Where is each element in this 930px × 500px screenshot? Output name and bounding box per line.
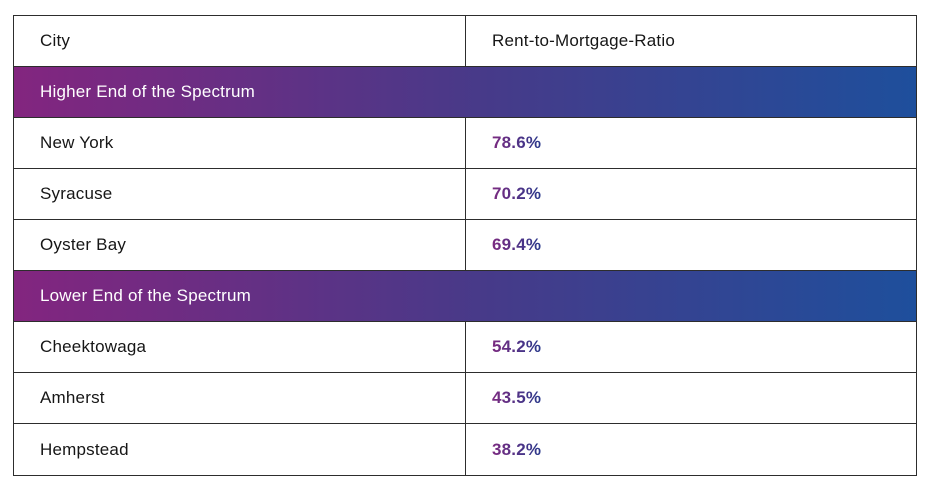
section-header-lower-end: Lower End of the Spectrum bbox=[14, 271, 916, 322]
ratio-value: 43.5% bbox=[492, 388, 542, 407]
ratio-cell: 78.6% bbox=[465, 118, 916, 168]
section-header-label: Higher End of the Spectrum bbox=[40, 82, 255, 101]
ratio-value: 38.2% bbox=[492, 439, 542, 459]
table-row-new-york: New York 78.6% bbox=[14, 118, 916, 169]
table-row-oyster-bay: Oyster Bay 69.4% bbox=[14, 220, 916, 271]
city-cell: Hempstead bbox=[40, 439, 129, 459]
column-header-ratio: Rent-to-Mortgage-Ratio bbox=[465, 16, 916, 66]
ratio-value: 78.6% bbox=[492, 133, 542, 152]
ratio-value: 69.4% bbox=[492, 235, 542, 254]
city-cell: New York bbox=[40, 133, 114, 152]
ratio-cell: 38.2% bbox=[465, 424, 916, 475]
ratio-cell: 70.2% bbox=[465, 169, 916, 219]
table-row-syracuse: Syracuse 70.2% bbox=[14, 169, 916, 220]
section-header-label: Lower End of the Spectrum bbox=[40, 286, 252, 305]
ratio-cell: 54.2% bbox=[465, 322, 916, 372]
section-header-higher-end: Higher End of the Spectrum bbox=[14, 67, 916, 118]
table-row-cheektowaga: Cheektowaga 54.2% bbox=[14, 322, 916, 373]
ratio-cell: 69.4% bbox=[465, 220, 916, 270]
ratio-value: 54.2% bbox=[492, 337, 542, 356]
city-cell: Oyster Bay bbox=[40, 235, 127, 254]
ratio-cell: 43.5% bbox=[465, 373, 916, 423]
city-cell: Cheektowaga bbox=[40, 337, 147, 356]
table-header-row: City Rent-to-Mortgage-Ratio bbox=[14, 16, 916, 67]
city-cell: Syracuse bbox=[40, 184, 113, 203]
column-header-city: City bbox=[40, 31, 71, 50]
city-cell: Amherst bbox=[40, 388, 105, 407]
table-row-amherst: Amherst 43.5% bbox=[14, 373, 916, 424]
rent-to-mortgage-table: City Rent-to-Mortgage-Ratio Higher End o… bbox=[13, 15, 917, 476]
ratio-value: 70.2% bbox=[492, 184, 542, 203]
table-row-hempstead: Hempstead 38.2% bbox=[14, 424, 916, 475]
